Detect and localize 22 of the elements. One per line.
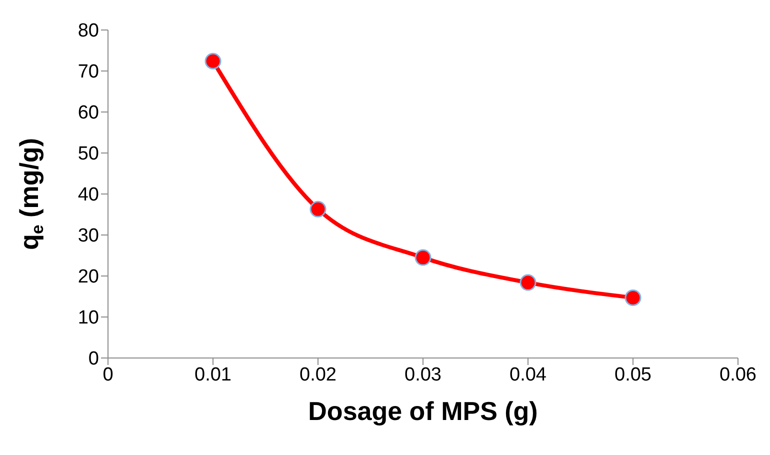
y-tick-label: 10 — [78, 308, 99, 329]
y-tick-label: 40 — [78, 184, 99, 206]
y-tick-label: 30 — [78, 226, 99, 247]
point — [414, 249, 432, 266]
y-tick-label: 80 — [78, 20, 99, 42]
x-tick-label: 0 — [102, 364, 114, 386]
x-axis-title: Dosage of MPS (g) — [308, 396, 538, 426]
point — [310, 200, 326, 218]
x-tick-label: 0.03 — [404, 364, 442, 386]
y-tick-label: 70 — [78, 62, 99, 83]
x-tick-label: 0.02 — [300, 364, 336, 386]
x-tick-label: 0.06 — [720, 364, 756, 386]
x-tick-label: 0.05 — [614, 364, 652, 386]
point — [204, 52, 222, 70]
y-tick-label: 20 — [78, 266, 99, 288]
point — [520, 274, 536, 291]
x-tick-label: 0.04 — [510, 364, 547, 386]
y-tick-label: 0 — [88, 348, 99, 370]
point — [624, 289, 642, 306]
y-tick-label: 60 — [78, 102, 99, 124]
x-tick-label: 0.01 — [194, 364, 232, 386]
y-tick-label: 50 — [78, 144, 99, 165]
